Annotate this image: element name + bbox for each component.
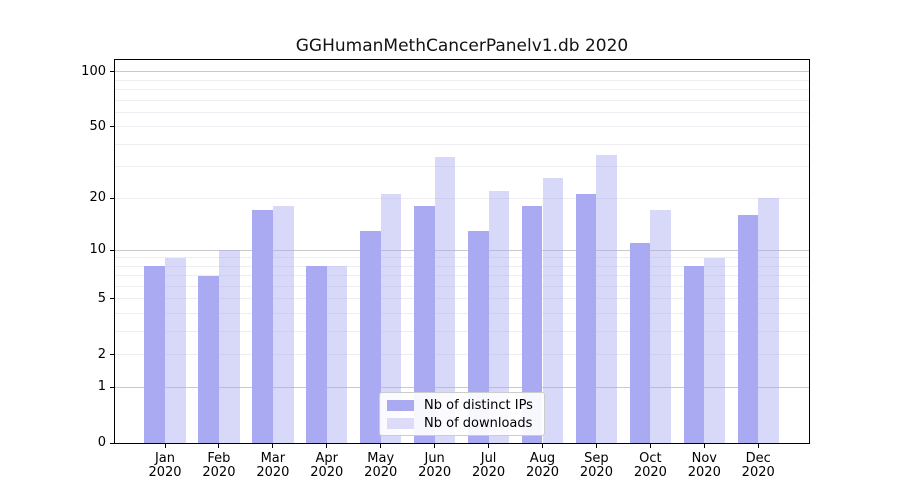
bar-downloads-sep — [596, 154, 618, 443]
minor-gridline-6 — [115, 285, 809, 287]
y-tick-label-0: 0 — [97, 435, 106, 450]
x-tick-label-oct: Oct 2020 — [633, 451, 667, 480]
major-gridline-10 — [115, 249, 809, 251]
bar-downloads-jul — [488, 190, 510, 443]
y-tick-mark-2 — [110, 354, 114, 356]
y-tick-mark-5 — [110, 298, 114, 300]
legend: Nb of distinct IPs Nb of downloads — [379, 392, 545, 436]
bar-downloads-may — [380, 194, 402, 443]
y-tick-mark-50 — [110, 126, 114, 128]
bar-distinct-ips-oct — [629, 243, 651, 443]
bar-downloads-mar — [272, 206, 294, 443]
x-tick-label-jun: Jun 2020 — [418, 451, 452, 480]
y-tick-mark-1 — [110, 386, 114, 388]
bar-distinct-ips-feb — [198, 275, 219, 443]
x-tick-mark-jan — [164, 444, 166, 448]
bar-distinct-ips-aug — [521, 206, 543, 443]
minor-gridline-90 — [115, 79, 809, 81]
bar-downloads-nov — [704, 257, 725, 443]
y-tick-mark-100 — [110, 71, 114, 73]
minor-gridline-5 — [115, 298, 809, 300]
minor-gridline-50 — [115, 126, 809, 128]
minor-gridline-60 — [115, 111, 809, 113]
x-tick-label-dec: Dec 2020 — [741, 451, 775, 480]
bar-downloads-oct — [650, 210, 672, 443]
bar-distinct-ips-apr — [306, 266, 327, 443]
y-tick-label-100: 100 — [81, 63, 106, 79]
y-tick-label-5: 5 — [97, 290, 106, 306]
minor-gridline-9 — [115, 257, 809, 259]
chart-title: GGHumanMethCancerPanelv1.db 2020 — [295, 36, 629, 56]
bar-downloads-feb — [218, 250, 240, 443]
x-tick-mark-aug — [542, 444, 543, 448]
minor-gridline-80 — [115, 88, 809, 90]
x-tick-mark-feb — [218, 444, 220, 448]
x-tick-label-feb: Feb 2020 — [202, 451, 236, 480]
bar-downloads-jun — [434, 156, 456, 443]
x-tick-mark-mar — [272, 444, 274, 448]
x-tick-label-mar: Mar 2020 — [256, 451, 290, 480]
y-tick-mark-10 — [110, 249, 114, 251]
y-tick-mark-20 — [110, 197, 114, 199]
x-tick-mark-oct — [649, 444, 651, 448]
bar-distinct-ips-jan — [144, 266, 165, 443]
major-gridline-100 — [115, 71, 809, 73]
minor-gridline-40 — [115, 143, 809, 145]
minor-gridline-3 — [115, 330, 809, 332]
y-tick-mark-0 — [110, 442, 114, 444]
major-gridline-1 — [115, 386, 809, 388]
bar-downloads-jan — [165, 257, 186, 443]
x-tick-mark-apr — [326, 444, 328, 448]
y-tick-label-20: 20 — [89, 190, 106, 206]
y-tick-label-1: 1 — [97, 379, 106, 395]
bar-distinct-ips-sep — [575, 194, 597, 443]
bar-distinct-ips-nov — [683, 266, 705, 443]
plot-area — [114, 59, 810, 444]
x-tick-mark-jun — [434, 444, 436, 448]
x-tick-label-jul: Jul 2020 — [472, 451, 506, 480]
x-tick-label-apr: Apr 2020 — [310, 451, 344, 480]
bar-distinct-ips-may — [360, 230, 381, 443]
bar-downloads-apr — [326, 266, 348, 443]
legend-label-downloads: Nb of downloads — [424, 415, 533, 431]
minor-gridline-4 — [115, 313, 809, 315]
bar-downloads-dec — [758, 198, 779, 443]
x-tick-label-jan: Jan 2020 — [148, 451, 182, 480]
minor-gridline-7 — [115, 275, 809, 277]
x-tick-mark-nov — [703, 444, 705, 448]
minor-gridline-2 — [115, 354, 809, 356]
x-tick-label-sep: Sep 2020 — [579, 451, 613, 480]
x-tick-mark-dec — [757, 444, 759, 448]
bar-distinct-ips-mar — [252, 210, 273, 443]
minor-gridline-30 — [115, 166, 809, 168]
bar-downloads-aug — [542, 177, 564, 443]
y-tick-label-50: 50 — [89, 118, 106, 134]
y-tick-label-2: 2 — [97, 346, 106, 362]
x-tick-label-aug: Aug 2020 — [525, 451, 560, 480]
minor-gridline-8 — [115, 265, 809, 267]
legend-swatch-downloads — [387, 417, 414, 429]
bar-distinct-ips-jun — [413, 206, 435, 443]
x-tick-mark-jul — [488, 444, 490, 448]
x-tick-label-nov: Nov 2020 — [687, 451, 721, 480]
legend-item-downloads: Nb of downloads — [387, 414, 540, 432]
minor-gridline-20 — [115, 197, 809, 199]
x-tick-mark-sep — [595, 444, 597, 448]
x-tick-label-may: May 2020 — [364, 451, 398, 480]
x-tick-mark-may — [380, 444, 382, 448]
y-tick-label-10: 10 — [89, 242, 106, 258]
legend-swatch-distinct-ips — [387, 399, 414, 411]
minor-gridline-70 — [115, 99, 809, 101]
legend-label-distinct-ips: Nb of distinct IPs — [424, 397, 533, 413]
bar-distinct-ips-dec — [737, 215, 759, 443]
legend-item-distinct-ips: Nb of distinct IPs — [387, 396, 540, 414]
bar-distinct-ips-jul — [467, 230, 489, 443]
